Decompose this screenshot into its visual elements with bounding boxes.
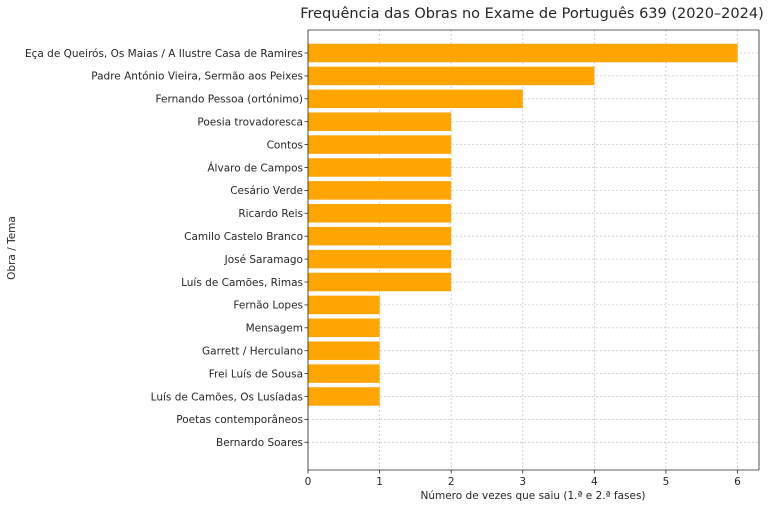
bar [308, 43, 738, 63]
category-label: Eça de Queirós, Os Maias / A Ilustre Cas… [25, 48, 303, 60]
category-label: Frei Luís de Sousa [209, 368, 303, 380]
bar [308, 295, 380, 315]
category-label: Fernando Pessoa (ortónimo) [156, 94, 303, 106]
category-label: Mensagem [246, 323, 303, 335]
bar [308, 112, 452, 131]
x-tick-label: 1 [376, 476, 383, 488]
axes-frame [307, 29, 760, 471]
bar [308, 341, 380, 360]
bar [308, 158, 452, 177]
bars [308, 43, 738, 406]
bar [308, 89, 523, 109]
x-tick-label: 6 [734, 476, 741, 488]
category-label: Camilo Castelo Branco [184, 231, 303, 243]
bar [308, 204, 452, 223]
category-label: Fernão Lopes [233, 300, 303, 312]
category-labels: Eça de Queirós, Os Maias / A Ilustre Cas… [25, 48, 308, 449]
category-label: Luís de Camões, Os Lusíadas [151, 391, 303, 403]
category-label: Luís de Camões, Rimas [181, 277, 303, 289]
category-label: Poesia trovadoresca [197, 117, 303, 129]
x-tick-label: 0 [305, 476, 312, 488]
bar [308, 272, 452, 292]
bar [308, 135, 452, 154]
bar [308, 226, 452, 246]
bar [308, 181, 452, 200]
x-ticks: 0 1 2 3 4 5 6 [305, 470, 741, 488]
bar [308, 318, 380, 338]
y-axis-title: Obra / Tema [6, 216, 18, 280]
category-label: Bernardo Soares [216, 437, 303, 449]
bar [308, 66, 595, 86]
x-axis-title: Número de vezes que saiu (1.ª e 2.ª fase… [420, 490, 645, 502]
category-label: Garrett / Herculano [202, 346, 303, 358]
category-label: Contos [267, 139, 303, 151]
category-label: Ricardo Reis [238, 208, 303, 220]
x-tick-label: 3 [519, 476, 526, 488]
category-label: Poetas contemporâneos [176, 414, 303, 426]
bar [308, 249, 452, 269]
category-label: Álvaro de Campos [207, 161, 303, 174]
bar [308, 387, 380, 406]
x-tick-label: 5 [663, 476, 670, 488]
category-label: José Saramago [224, 254, 303, 266]
chart-title: Frequência das Obras no Exame de Portugu… [300, 6, 763, 22]
bar [308, 364, 380, 383]
category-label: Cesário Verde [230, 185, 303, 197]
x-tick-label: 4 [591, 476, 598, 488]
category-label: Padre António Vieira, Sermão aos Peixes [91, 71, 303, 83]
x-tick-label: 2 [448, 476, 455, 488]
